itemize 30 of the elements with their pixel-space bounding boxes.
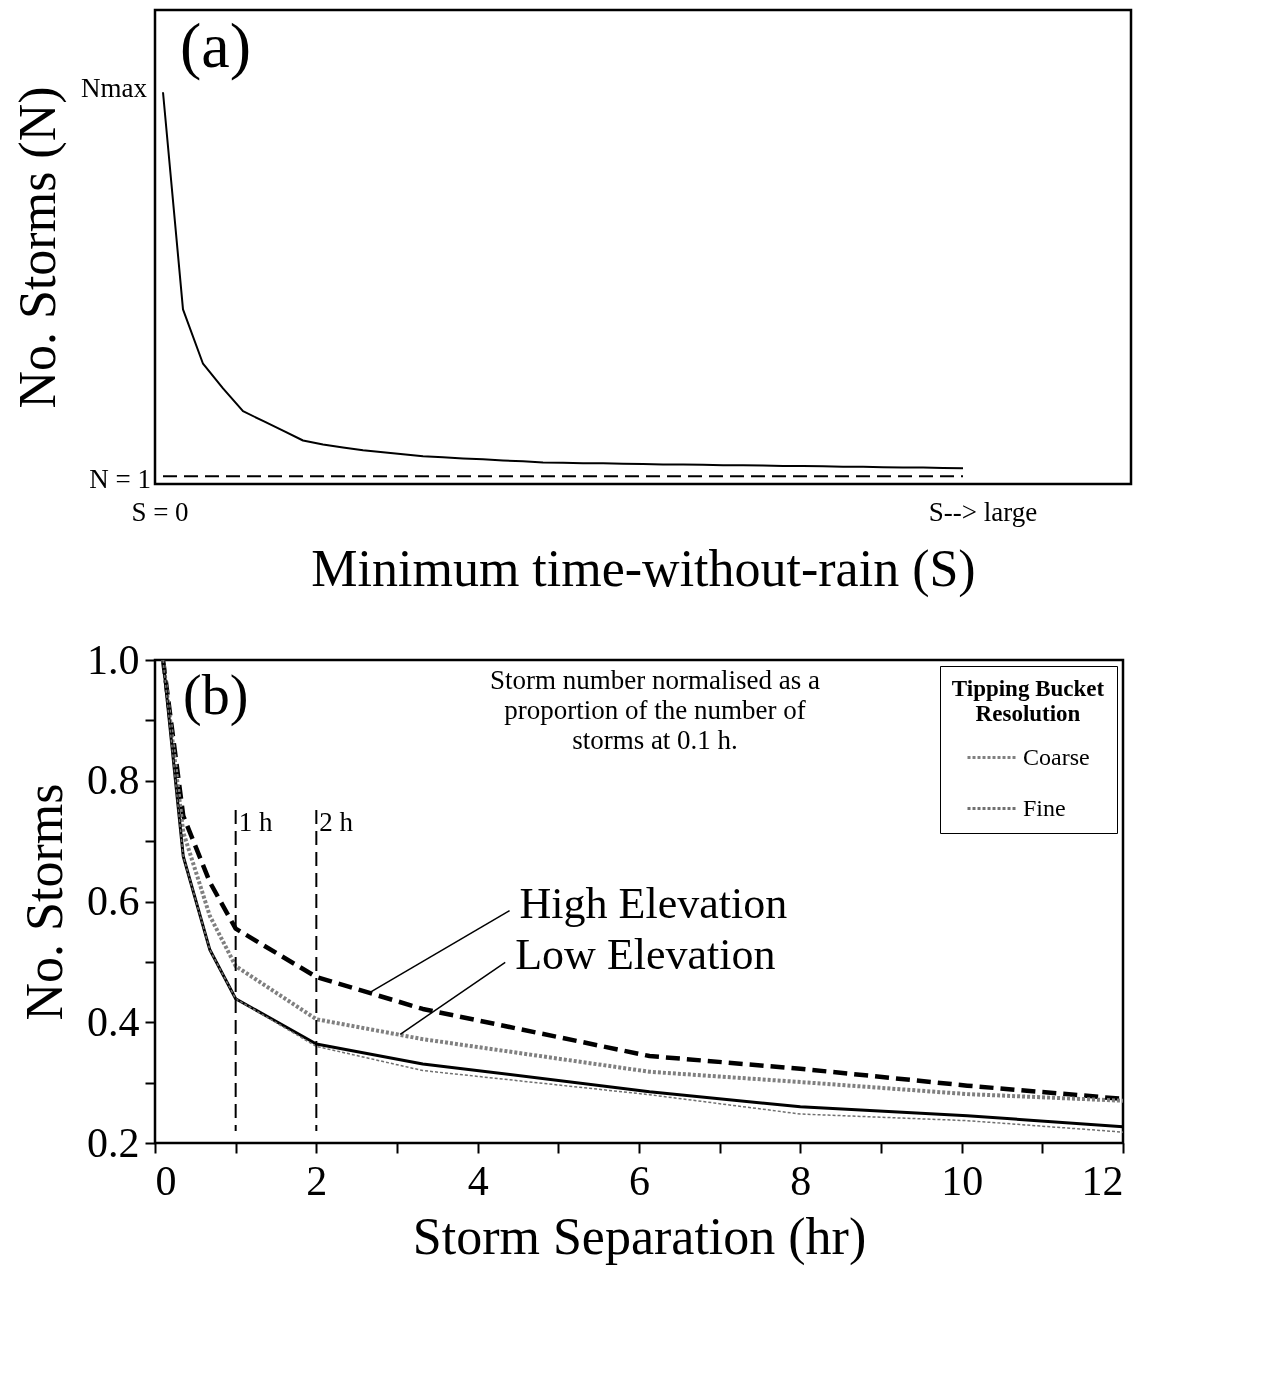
text: S--> large <box>928 497 1038 527</box>
text: (a) <box>180 10 252 81</box>
x-axis-title: Storm Separation (hr) <box>412 1207 867 1266</box>
y-axis-title: No. Storms <box>16 783 73 1021</box>
annotation: High Elevation <box>519 878 788 928</box>
legend-title: Tipping Bucket Resolution <box>951 676 1105 726</box>
x-tick-label: 0 <box>155 1157 177 1204</box>
ref-line-label: 2 h <box>319 807 354 837</box>
y-tick-label: 0.8 <box>87 757 140 804</box>
y-tick-label: 0.2 <box>87 1119 140 1166</box>
x-axis-title: Minimum time-without-rain (S) <box>311 539 976 598</box>
x-tick-label: 10 <box>941 1157 984 1204</box>
annotation: Low Elevation <box>515 930 776 980</box>
text: Nmax <box>81 73 148 103</box>
legend-label: Coarse <box>1023 743 1090 770</box>
x-tick-label: 12 <box>1081 1157 1124 1204</box>
x-tick-label: 2 <box>306 1157 328 1204</box>
y-tick-label: 0.4 <box>87 998 140 1045</box>
text: N = 1 <box>89 464 151 494</box>
x-tick-label: 8 <box>790 1157 812 1204</box>
text: S = 0 <box>131 497 189 527</box>
y-tick-label: 0.6 <box>87 878 140 924</box>
x-tick-label: 6 <box>629 1157 650 1204</box>
legend-label: Fine <box>1023 794 1066 821</box>
ref-line-label: 1 h <box>238 807 273 837</box>
y-axis-title: No. Storms (N) <box>8 86 67 409</box>
y-tick-label: 1.0 <box>87 636 140 683</box>
x-tick-label: 4 <box>467 1157 489 1204</box>
annotation: Storm number normalised as a proportion of the number of storms at 0.1 h. <box>490 665 820 756</box>
annotation: (b) <box>183 664 249 727</box>
